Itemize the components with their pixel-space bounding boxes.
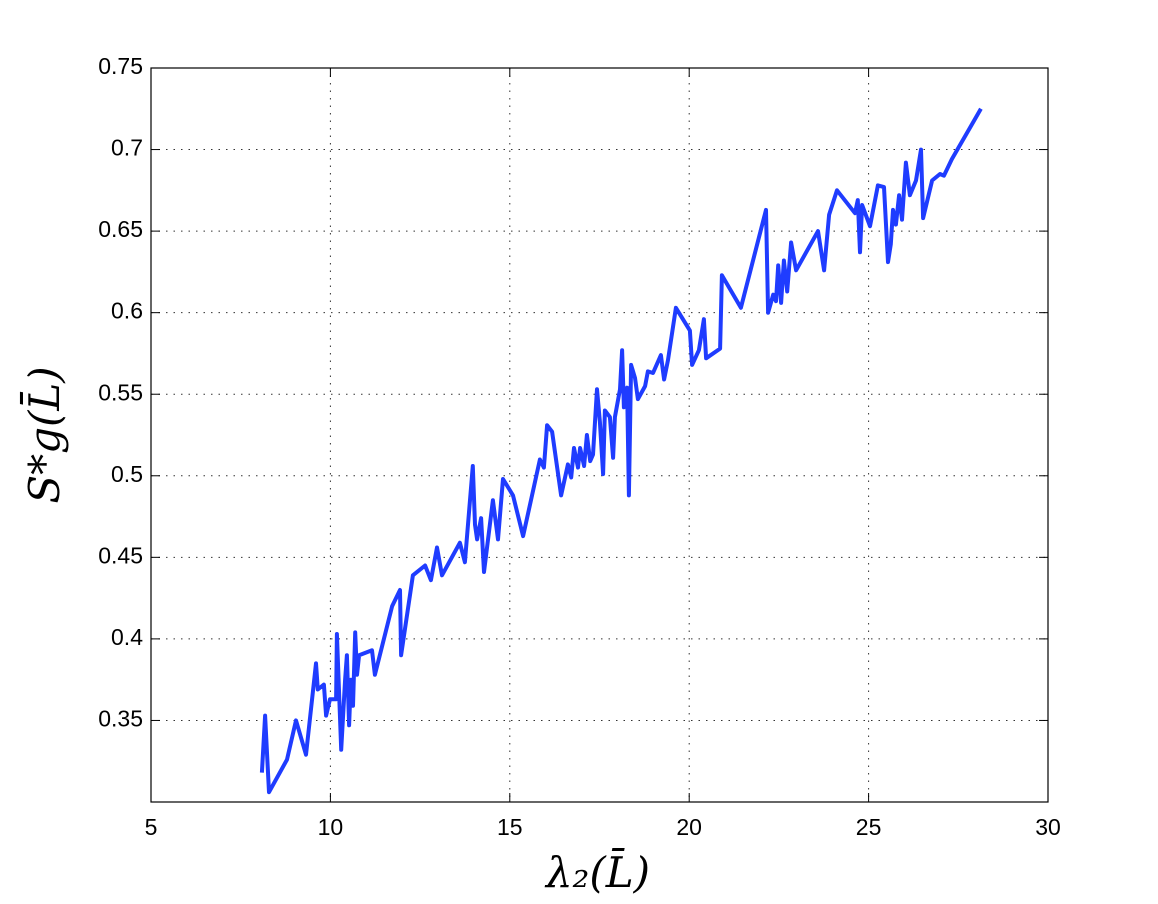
x-tick-label: 5 bbox=[145, 814, 158, 840]
x-tick-label: 30 bbox=[1035, 814, 1061, 840]
y-tick-label: 0.4 bbox=[111, 624, 143, 650]
y-tick-label: 0.5 bbox=[111, 461, 143, 487]
data-line bbox=[259, 107, 983, 795]
x-tick-label: 10 bbox=[318, 814, 344, 840]
x-tick-label: 15 bbox=[497, 814, 523, 840]
x-tick-label: 25 bbox=[856, 814, 882, 840]
y-tick-label: 0.75 bbox=[98, 53, 143, 79]
y-tick-label: 0.65 bbox=[98, 216, 143, 242]
y-tick-label: 0.35 bbox=[98, 706, 143, 732]
y-tick-label: 0.7 bbox=[111, 135, 143, 161]
y-tick-label: 0.6 bbox=[111, 298, 143, 324]
y-tick-label: 0.55 bbox=[98, 379, 143, 405]
y-axis-label: S*g(L̄) bbox=[18, 366, 69, 503]
x-tick-label: 20 bbox=[676, 814, 702, 840]
y-tick-label: 0.45 bbox=[98, 542, 143, 568]
x-axis-label: λ₂(L̄) bbox=[544, 846, 650, 897]
plot-frame bbox=[150, 67, 1049, 803]
